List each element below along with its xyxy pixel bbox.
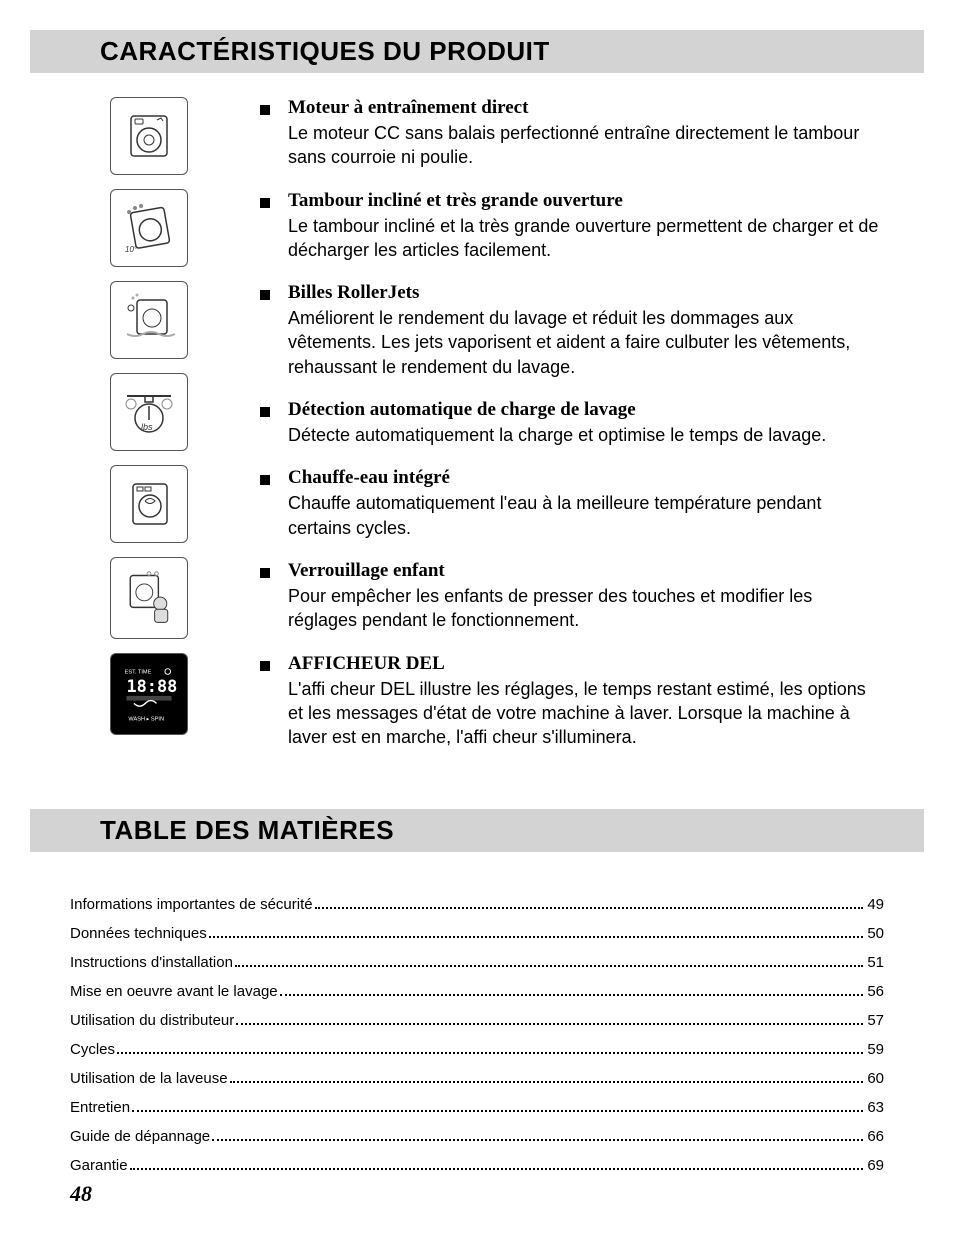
feature-title: Chauffe-eau intégré — [288, 467, 884, 489]
toc-leader-dots — [315, 907, 864, 909]
toc-label: Cycles — [70, 1041, 115, 1058]
feature-description: Améliorent le rendement du lavage et réd… — [288, 306, 884, 379]
toc-label: Utilisation du distributeur — [70, 1012, 234, 1029]
toc-leader-dots — [130, 1168, 864, 1170]
bullet-icon — [260, 105, 270, 115]
toc-entry: Garantie 69 — [70, 1157, 884, 1174]
child-lock-icon — [110, 557, 188, 639]
toc-entry: Utilisation de la laveuse 60 — [70, 1070, 884, 1087]
toc-leader-dots — [235, 965, 863, 967]
toc-leader-dots — [132, 1110, 863, 1112]
feature-description: Le moteur CC sans balais perfectionné en… — [288, 121, 884, 170]
features-area: 10° lbs — [0, 97, 954, 809]
feature-item: Verrouillage enfant Pour empêcher les en… — [260, 560, 884, 633]
feature-title: Billes RollerJets — [288, 282, 884, 304]
toc-leader-dots — [230, 1081, 864, 1083]
toc-entry: Entretien 63 — [70, 1099, 884, 1116]
svg-text:WASH ▸ SPIN: WASH ▸ SPIN — [128, 716, 164, 722]
toc-label: Informations importantes de sécurité — [70, 896, 313, 913]
feature-icons-column: 10° lbs — [70, 97, 260, 769]
toc-page-number: 66 — [867, 1128, 884, 1145]
feature-item: Détection automatique de charge de lavag… — [260, 399, 884, 447]
bullet-icon — [260, 407, 270, 417]
feature-item: AFFICHEUR DEL L'affi cheur DEL illustre … — [260, 653, 884, 750]
toc-page-number: 69 — [867, 1157, 884, 1174]
load-sense-icon: lbs — [110, 373, 188, 451]
feature-description: Pour empêcher les enfants de presser des… — [288, 584, 884, 633]
feature-description: L'affi cheur DEL illustre les réglages, … — [288, 677, 884, 750]
toc-label: Instructions d'installation — [70, 954, 233, 971]
bullet-icon — [260, 661, 270, 671]
toc-page-number: 50 — [867, 925, 884, 942]
toc-entry: Cycles 59 — [70, 1041, 884, 1058]
feature-description: Le tambour incliné et la très grande ouv… — [288, 214, 884, 263]
page-number: 48 — [70, 1181, 92, 1207]
feature-title: AFFICHEUR DEL — [288, 653, 884, 675]
feature-title: Moteur à entraînement direct — [288, 97, 884, 119]
toc-page-number: 51 — [867, 954, 884, 971]
toc-entry: Données techniques 50 — [70, 925, 884, 942]
toc-label: Guide de dépannage — [70, 1128, 210, 1145]
toc-leader-dots — [212, 1139, 863, 1141]
toc-page-number: 57 — [867, 1012, 884, 1029]
toc-entry: Instructions d'installation 51 — [70, 954, 884, 971]
tilted-drum-icon: 10° — [110, 189, 188, 267]
feature-item: Tambour incliné et très grande ouverture… — [260, 190, 884, 263]
features-section-heading: CARACTÉRISTIQUES DU PRODUIT — [30, 30, 924, 73]
bullet-icon — [260, 475, 270, 485]
toc-page-number: 60 — [867, 1070, 884, 1087]
toc-label: Entretien — [70, 1099, 130, 1116]
feature-item: Moteur à entraînement direct Le moteur C… — [260, 97, 884, 170]
direct-drive-motor-icon — [110, 97, 188, 175]
feature-description: Chauffe automatiquement l'eau à la meill… — [288, 491, 884, 540]
toc-entry: Guide de dépannage 66 — [70, 1128, 884, 1145]
toc-page-number: 49 — [867, 896, 884, 913]
bullet-icon — [260, 198, 270, 208]
toc-label: Données techniques — [70, 925, 207, 942]
svg-text:EST. TIME: EST. TIME — [125, 669, 152, 675]
toc-section-heading: TABLE DES MATIÈRES — [30, 809, 924, 852]
toc-entry: Informations importantes de sécurité 49 — [70, 896, 884, 913]
rollerjets-icon — [110, 281, 188, 359]
svg-text:lbs: lbs — [141, 422, 153, 432]
toc-entry: Mise en oeuvre avant le lavage 56 — [70, 983, 884, 1000]
feature-item: Chauffe-eau intégré Chauffe automatiquem… — [260, 467, 884, 540]
led-display-icon: EST. TIME 18:88 WASH ▸ SPIN — [110, 653, 188, 735]
feature-title: Tambour incliné et très grande ouverture — [288, 190, 884, 212]
feature-title: Verrouillage enfant — [288, 560, 884, 582]
table-of-contents: Informations importantes de sécurité 49 … — [0, 876, 954, 1174]
toc-label: Utilisation de la laveuse — [70, 1070, 228, 1087]
toc-label: Garantie — [70, 1157, 128, 1174]
bullet-icon — [260, 568, 270, 578]
toc-page-number: 59 — [867, 1041, 884, 1058]
toc-leader-dots — [236, 1023, 863, 1025]
features-list: Moteur à entraînement direct Le moteur C… — [260, 97, 884, 769]
bullet-icon — [260, 290, 270, 300]
toc-page-number: 63 — [867, 1099, 884, 1116]
feature-title: Détection automatique de charge de lavag… — [288, 399, 884, 421]
toc-leader-dots — [209, 936, 864, 938]
toc-leader-dots — [117, 1052, 863, 1054]
toc-entry: Utilisation du distributeur 57 — [70, 1012, 884, 1029]
water-heater-icon — [110, 465, 188, 543]
svg-text:18:88: 18:88 — [127, 676, 178, 696]
svg-text:10°: 10° — [125, 245, 138, 254]
feature-item: Billes RollerJets Améliorent le rendemen… — [260, 282, 884, 379]
toc-leader-dots — [280, 994, 864, 996]
toc-label: Mise en oeuvre avant le lavage — [70, 983, 278, 1000]
feature-description: Détecte automatiquement la charge et opt… — [288, 423, 884, 447]
toc-page-number: 56 — [867, 983, 884, 1000]
